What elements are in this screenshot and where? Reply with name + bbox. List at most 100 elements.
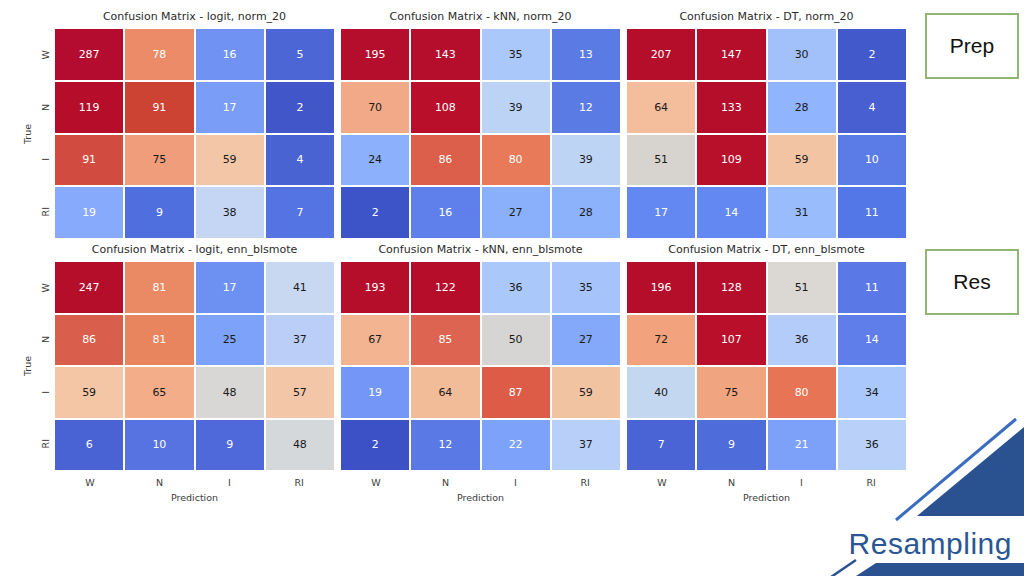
y-tick: N: [38, 81, 52, 133]
heatmap-dt-norm20: Confusion Matrix - DT, norm_20 207147302…: [627, 29, 906, 238]
matrix-cell: 12: [411, 420, 479, 471]
matrix-cell: 30: [768, 29, 836, 80]
matrix-cell: 195: [341, 29, 409, 80]
corner-diagonal-line: [896, 419, 1016, 520]
matrix-cell: 19: [341, 367, 409, 418]
matrix-cell: 39: [552, 135, 620, 186]
matrix-cell: 80: [482, 135, 550, 186]
matrix-cell: 36: [838, 420, 906, 471]
matrix-cell: 247: [55, 262, 123, 313]
x-tick: N: [411, 475, 481, 489]
x-axis-label: Prediction: [627, 492, 906, 503]
matrix-cell: 16: [411, 187, 479, 238]
matrix-cell: 11: [838, 262, 906, 313]
heatmap-logit-ennblsmote: Confusion Matrix - logit, enn_blsmote Tr…: [55, 262, 334, 470]
x-tick-labels: WNIRI: [341, 475, 620, 489]
matrix-cell: 38: [196, 187, 264, 238]
matrix-cell: 81: [125, 262, 193, 313]
matrix-cell: 59: [55, 367, 123, 418]
heatmap-grid: 193122363567855027196487592122237: [341, 262, 620, 470]
matrix-cell: 48: [266, 420, 334, 471]
matrix-cell: 59: [552, 367, 620, 418]
x-tick: W: [55, 475, 125, 489]
matrix-cell: 64: [411, 367, 479, 418]
matrix-cell: 86: [55, 315, 123, 366]
matrix-cell: 2: [266, 82, 334, 133]
matrix-cell: 287: [55, 29, 123, 80]
matrix-cell: 59: [768, 135, 836, 186]
x-axis-label: Prediction: [341, 492, 620, 503]
x-tick: I: [195, 475, 265, 489]
matrix-cell: 2: [341, 187, 409, 238]
matrix-cell: 196: [627, 262, 695, 313]
chart-title: Confusion Matrix - kNN, norm_20: [341, 10, 620, 23]
matrix-cell: 78: [125, 29, 193, 80]
slide-canvas: Confusion Matrix - logit, norm_20 True W…: [0, 0, 1024, 576]
x-tick: RI: [550, 475, 620, 489]
x-tick-labels: WNIRI: [627, 475, 906, 489]
matrix-cell: 70: [341, 82, 409, 133]
matrix-cell: 81: [125, 315, 193, 366]
matrix-cell: 41: [266, 262, 334, 313]
chart-title: Confusion Matrix - DT, norm_20: [627, 10, 906, 23]
matrix-cell: 65: [125, 367, 193, 418]
matrix-cell: 128: [697, 262, 765, 313]
matrix-cell: 80: [768, 367, 836, 418]
matrix-cell: 13: [552, 29, 620, 80]
y-axis-label: True: [22, 123, 33, 143]
matrix-cell: 31: [768, 187, 836, 238]
matrix-cell: 37: [552, 420, 620, 471]
matrix-cell: 57: [266, 367, 334, 418]
matrix-cell: 2: [341, 420, 409, 471]
matrix-cell: 207: [627, 29, 695, 80]
matrix-cell: 143: [411, 29, 479, 80]
x-tick: W: [341, 475, 411, 489]
heatmap-grid: 2478117418681253759654857610948: [55, 262, 334, 470]
matrix-cell: 7: [627, 420, 695, 471]
res-label: Res: [953, 270, 990, 294]
matrix-cell: 35: [482, 29, 550, 80]
matrix-cell: 17: [196, 82, 264, 133]
matrix-cell: 193: [341, 262, 409, 313]
matrix-cell: 6: [55, 420, 123, 471]
heatmap-grid: 196128511172107361440758034792136: [627, 262, 906, 470]
matrix-cell: 108: [411, 82, 479, 133]
chart-title: Confusion Matrix - logit, enn_blsmote: [55, 243, 334, 256]
matrix-cell: 67: [341, 315, 409, 366]
corner-triangle: [917, 427, 1024, 516]
x-tick: RI: [836, 475, 906, 489]
matrix-cell: 87: [482, 367, 550, 418]
matrix-cell: 36: [482, 262, 550, 313]
matrix-cell: 19: [55, 187, 123, 238]
y-tick-labels: WNIRI: [38, 262, 52, 470]
matrix-cell: 27: [552, 315, 620, 366]
matrix-cell: 9: [125, 187, 193, 238]
matrix-cell: 9: [697, 420, 765, 471]
y-tick: W: [38, 262, 52, 314]
matrix-cell: 2: [838, 29, 906, 80]
chart-title: Confusion Matrix - DT, enn_blsmote: [627, 243, 906, 256]
heatmap-grid: 2071473026413328451109591017143111: [627, 29, 906, 238]
matrix-cell: 28: [552, 187, 620, 238]
matrix-cell: 24: [341, 135, 409, 186]
matrix-cell: 107: [697, 315, 765, 366]
resampling-section-label: Resampling: [849, 527, 1012, 561]
matrix-cell: 4: [838, 82, 906, 133]
matrix-cell: 48: [196, 367, 264, 418]
heatmap-dt-ennblsmote: Confusion Matrix - DT, enn_blsmote 19612…: [627, 262, 906, 470]
matrix-cell: 36: [768, 315, 836, 366]
y-tick-labels: WNIRI: [38, 29, 52, 238]
matrix-cell: 72: [627, 315, 695, 366]
y-tick: I: [38, 366, 52, 418]
y-tick: W: [38, 29, 52, 81]
matrix-cell: 10: [838, 135, 906, 186]
matrix-cell: 5: [266, 29, 334, 80]
matrix-cell: 91: [55, 135, 123, 186]
matrix-cell: 85: [411, 315, 479, 366]
matrix-cell: 9: [196, 420, 264, 471]
matrix-cell: 59: [196, 135, 264, 186]
matrix-cell: 16: [196, 29, 264, 80]
x-tick: N: [697, 475, 767, 489]
matrix-cell: 4: [266, 135, 334, 186]
matrix-cell: 50: [482, 315, 550, 366]
